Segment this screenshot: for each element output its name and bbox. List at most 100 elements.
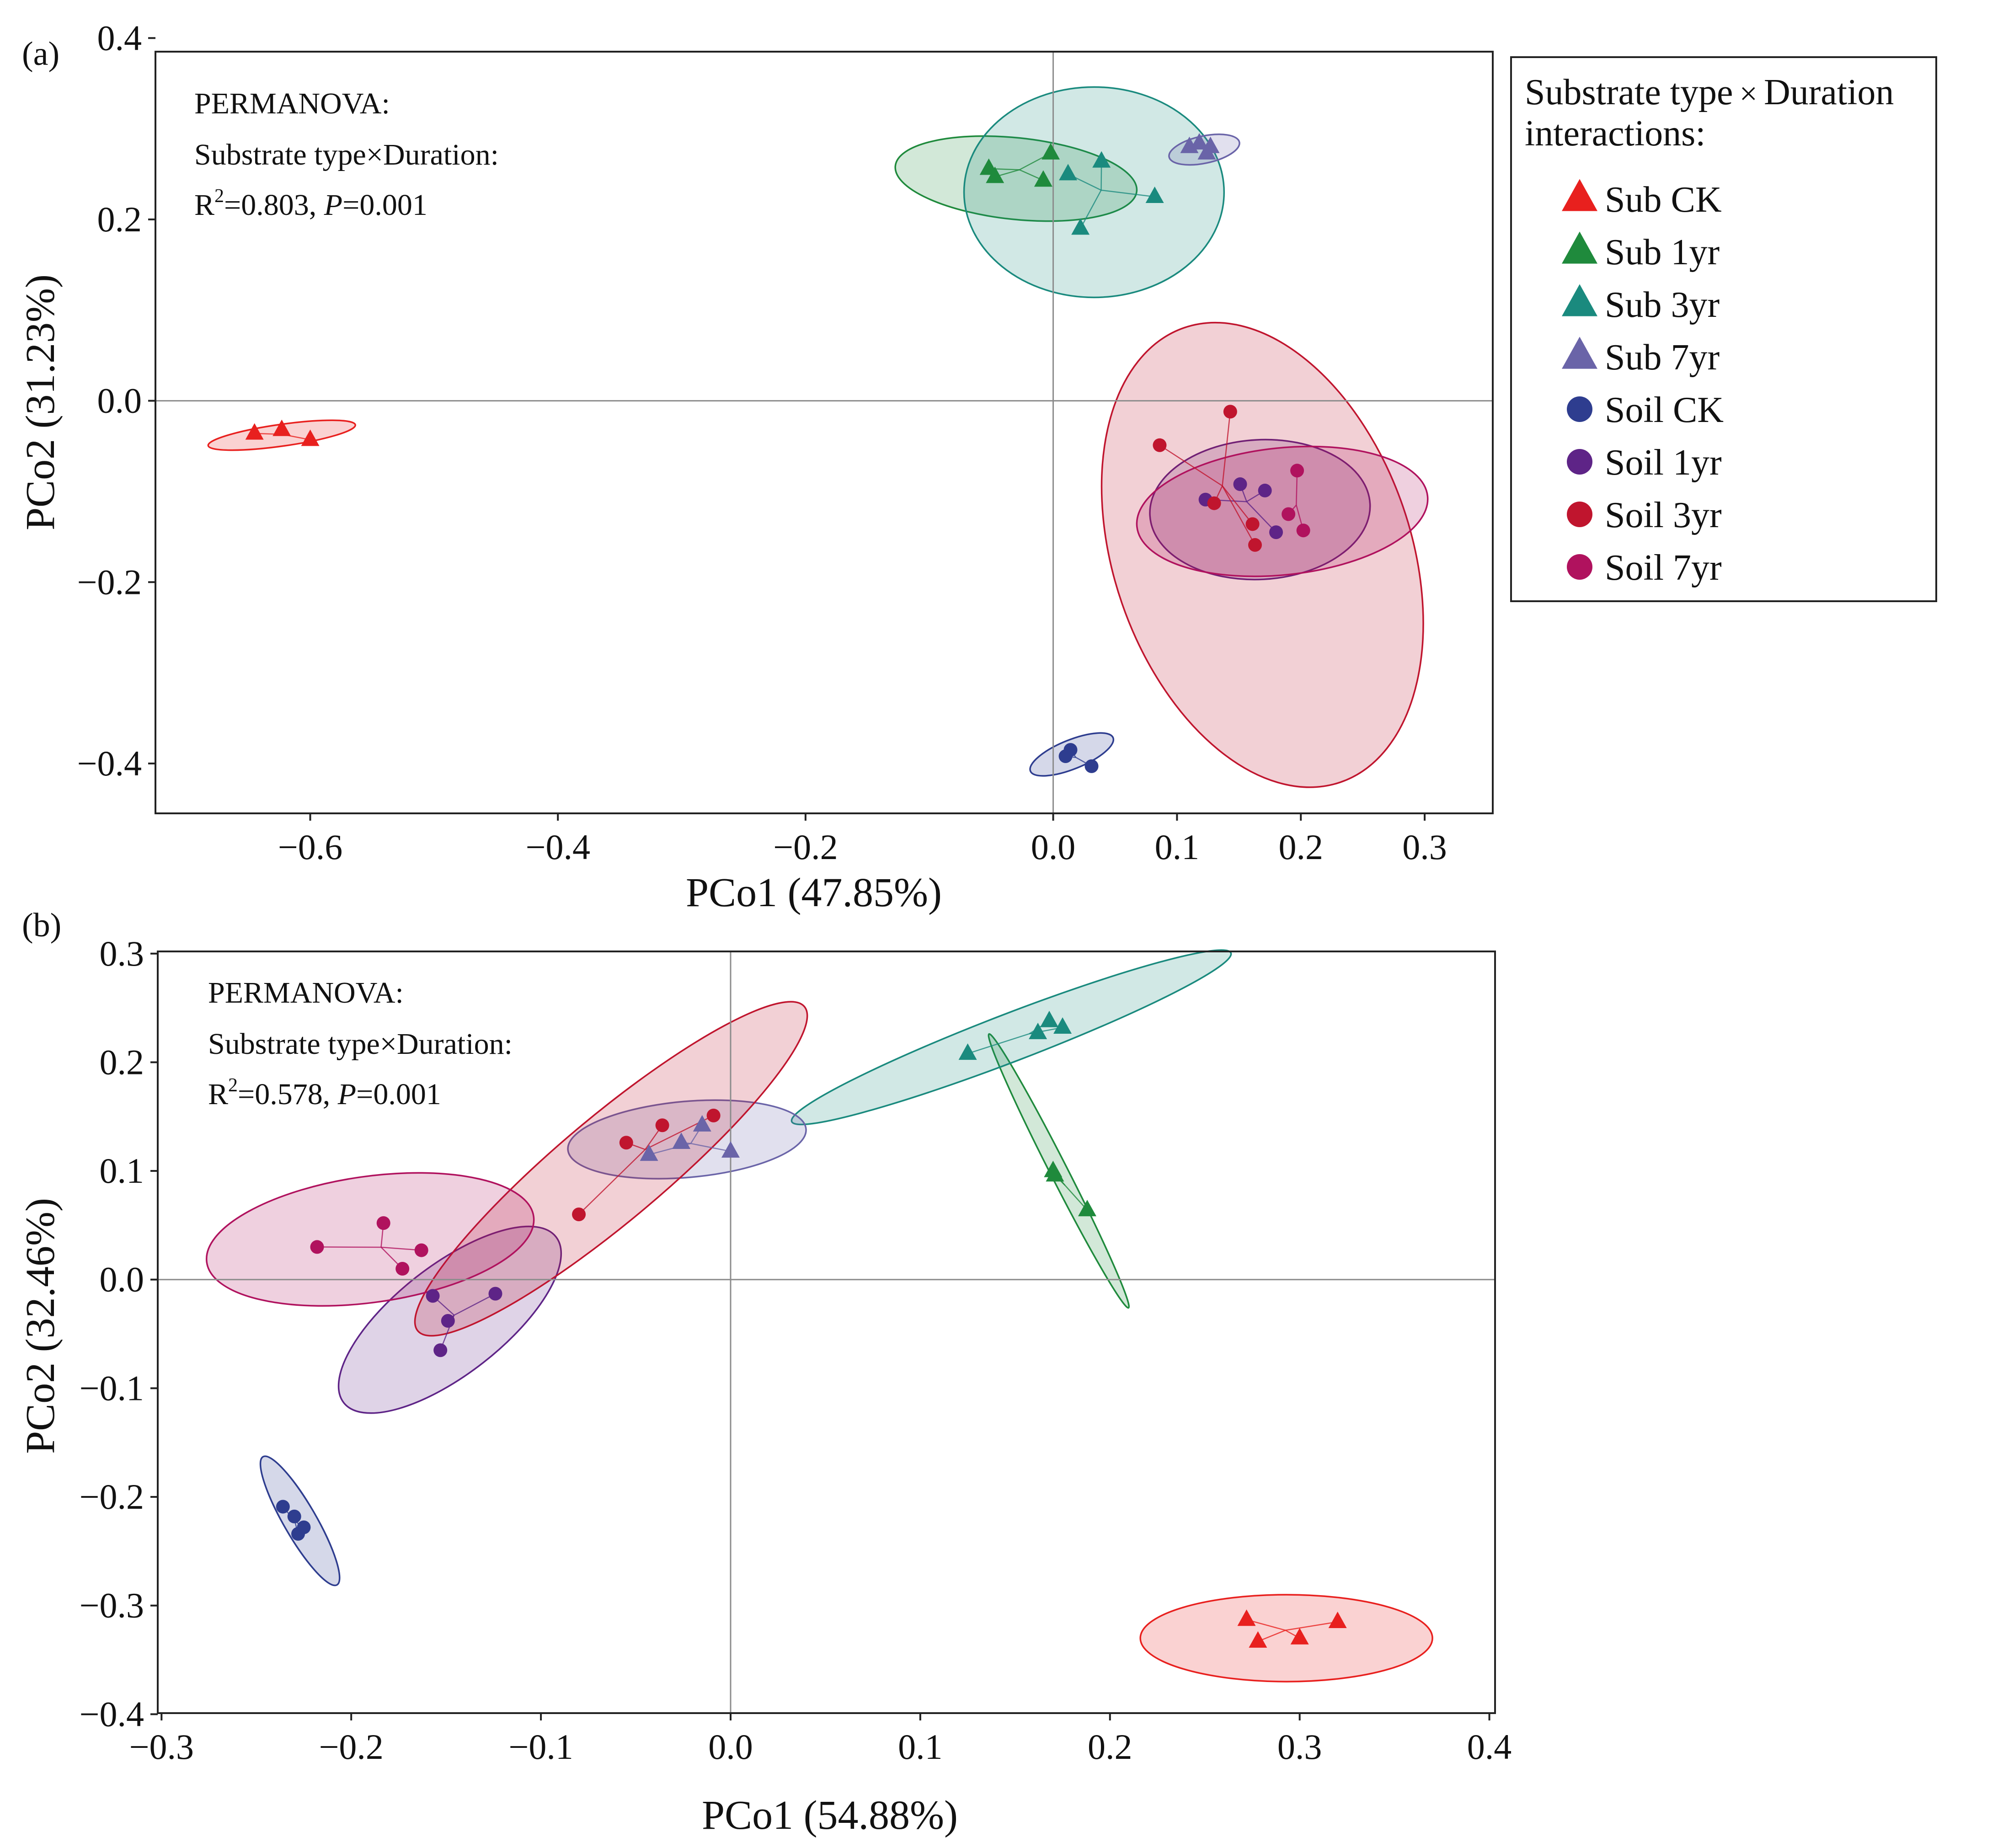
panel-b-point-sub-3yr [1053, 1017, 1072, 1034]
panel-b-y-tick-label: −0.3 [80, 1586, 144, 1625]
panel-b-point-soil-7yr [395, 1261, 410, 1276]
panel-b-x-tick-label: −0.1 [508, 1727, 573, 1767]
panel-b-plot-frame [157, 951, 1496, 1714]
panel-b-y-axis-label: PCo2 (32.46%) [18, 1198, 63, 1454]
panel-b-spoke-sub-1yr [1064, 1185, 1088, 1211]
panel-a-point-soil-7yr [1282, 507, 1296, 521]
panel-a-point-soil-1yr [1258, 483, 1272, 497]
panel-a-x-tick-label: 0.3 [1402, 827, 1447, 867]
panel-a-y-ticks: 0.4 0.2 0.0 −0.2 −0.4 [77, 18, 155, 783]
panel-a-point-soil-1yr [1269, 525, 1283, 539]
panel-b-point-soil-7yr [310, 1240, 324, 1254]
panel-a-spoke-soil-3yr [1222, 485, 1253, 525]
panel-a-point-soil-7yr [1290, 464, 1304, 478]
legend: Substrate type × Duration interactions: Su… [1510, 56, 1937, 602]
panel-b-x-tick-label: 0.4 [1467, 1727, 1512, 1767]
panel-b-y-tick-label: 0.2 [100, 1042, 144, 1082]
legend-marker-soil-1yr [1567, 449, 1592, 475]
panel-b-point-soil-3yr [572, 1207, 586, 1222]
panel-a-point-sub-ck [301, 429, 320, 446]
panel-a-ellipse-soil-3yr [1100, 321, 1424, 788]
panel-a-point-soil-3yr [1207, 496, 1221, 510]
panel-a-ellipse-sub-1yr [894, 135, 1138, 222]
panel-a-spoke-sub-3yr [1080, 190, 1102, 229]
panel-b-point-sub-7yr [672, 1132, 691, 1149]
panel-b-point-sub-3yr [1029, 1022, 1047, 1039]
panel-b-x-tick-label: 0.3 [1277, 1727, 1322, 1767]
legend-entries: Sub CK Sub 1yr Sub 3yr Sub 7yr Soil CK Soil 1… [1562, 179, 1724, 588]
panel-a-points [245, 133, 1310, 773]
panel-a-point-soil-3yr [1248, 538, 1262, 552]
panel-b-point-sub-7yr [721, 1141, 740, 1158]
panel-a-spoke-sub-3yr [1101, 189, 1155, 198]
panel-a: (a) 0.4 0.2 0.0 −0.2 −0.4 −0.6 −0.4 −0.2 0.0 0.1… [18, 18, 1494, 915]
legend-label-soil-ck: Soil CK [1605, 390, 1724, 430]
panel-a-plot-frame [155, 51, 1494, 814]
panel-b-point-sub-1yr [1046, 1165, 1064, 1182]
panel-b-point-soil-1yr [488, 1287, 502, 1301]
panel-b-ellipses [205, 949, 1433, 1682]
panel-a-spoke-soil-3yr [1159, 444, 1223, 486]
panel-a-x-ticks: −0.6 −0.4 −0.2 0.0 0.1 0.2 0.3 [278, 813, 1447, 867]
panel-b-ellipse-sub-1yr [988, 1033, 1130, 1309]
panel-b-points [276, 1010, 1347, 1648]
panel-b-x-tick-label: 0.0 [708, 1727, 753, 1767]
panel-a-point-soil-7yr [1296, 523, 1310, 538]
panel-a-x-tick-label: −0.2 [773, 827, 838, 867]
panel-b-y-tick-label: 0.3 [100, 934, 144, 973]
panel-b-ellipse-soil-7yr [205, 1172, 535, 1307]
panel-a-point-sub-ck [245, 423, 264, 440]
panel-b-spoke-sub-ck [1285, 1621, 1338, 1631]
panel-b-point-sub-ck [1290, 1628, 1309, 1645]
panel-a-y-tick-label: 0.0 [97, 381, 142, 421]
panel-a-x-tick-label: 0.1 [1155, 827, 1200, 867]
panel-a-point-soil-ck [1084, 759, 1099, 773]
panel-b-point-soil-3yr [619, 1136, 633, 1150]
panel-b-ellipse-soil-ck [259, 1455, 341, 1586]
panel-a-spoke-soil-3yr [1222, 411, 1231, 486]
panel-a-y-tick-label: −0.2 [77, 562, 142, 602]
panel-a-reference-lines [155, 52, 1493, 813]
legend-label-sub-7yr: Sub 7yr [1605, 337, 1720, 378]
legend-marker-soil-3yr [1567, 502, 1592, 527]
panel-b-permanova-annotation: PERMANOVA: Substrate type×Duration: R2=0… [208, 976, 513, 1111]
panel-a-point-sub-ck [272, 419, 291, 436]
legend-label-sub-1yr: Sub 1yr [1605, 232, 1720, 272]
panel-b-y-tick-label: −0.1 [80, 1368, 144, 1408]
legend-marker-sub-3yr [1562, 284, 1597, 316]
legend-marker-sub-1yr [1562, 231, 1597, 264]
panel-a-point-sub-7yr [1190, 133, 1209, 150]
legend-label-sub-ck: Sub CK [1605, 180, 1722, 220]
panel-b-annot-line2: Substrate type×Duration: [208, 1027, 513, 1061]
panel-a-annot-line1: PERMANOVA: [194, 87, 390, 120]
panel-a-y-tick-label: 0.4 [97, 18, 142, 58]
panel-b-point-soil-ck [287, 1509, 301, 1523]
panel-a-annot-line2: Substrate type×Duration: [194, 138, 499, 171]
panel-b-point-soil-7yr [376, 1216, 390, 1230]
panel-b-point-soil-1yr [426, 1289, 440, 1303]
panel-b-x-tick-label: −0.2 [319, 1727, 384, 1767]
panel-b-y-ticks: 0.3 0.2 0.1 0.0 −0.1 −0.2 −0.3 −0.4 [80, 934, 158, 1734]
panel-a-spoke-soil-1yr [1246, 501, 1277, 533]
legend-label-soil-3yr: Soil 3yr [1605, 495, 1722, 535]
panel-b-x-axis-label: PCo1 (54.88%) [702, 1793, 958, 1838]
panel-b-point-sub-1yr [1078, 1200, 1096, 1217]
panel-b-ellipse-sub-3yr [791, 949, 1232, 1126]
panel-b-point-sub-3yr [958, 1043, 977, 1060]
panel-a-point-sub-1yr [1034, 170, 1052, 187]
panel-a-x-tick-label: 0.0 [1031, 827, 1076, 867]
panel-b-x-tick-label: 0.1 [898, 1727, 943, 1767]
panel-a-ellipse-sub-3yr [963, 86, 1225, 299]
panel-b-reference-lines [158, 951, 1495, 1713]
panel-b-point-sub-ck [1249, 1631, 1267, 1648]
panel-a-x-tick-label: 0.2 [1278, 827, 1323, 867]
panel-a-point-soil-1yr [1233, 477, 1247, 491]
panel-b-ellipse-sub-7yr [567, 1099, 807, 1180]
panel-b-y-tick-label: −0.4 [80, 1694, 144, 1734]
panel-b-label: (b) [22, 907, 61, 944]
legend-label-soil-1yr: Soil 1yr [1605, 443, 1722, 483]
panel-b-ellipse-soil-3yr [414, 1001, 808, 1337]
panel-b-spoke-sub-7yr [690, 1143, 731, 1152]
panel-b-y-tick-label: −0.2 [80, 1477, 144, 1517]
panel-a-x-tick-label: −0.4 [525, 827, 590, 867]
